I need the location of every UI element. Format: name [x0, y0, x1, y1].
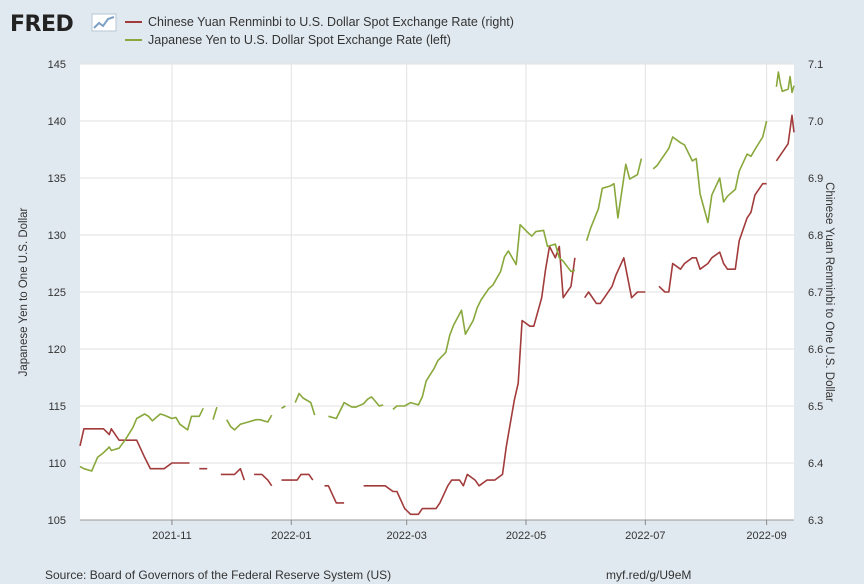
right-tick-label: 6.5: [808, 401, 823, 413]
left-tick-label: 105: [48, 515, 66, 527]
legend-item-cny[interactable]: Chinese Yuan Renminbi to U.S. Dollar Spo…: [125, 15, 514, 29]
legend: Chinese Yuan Renminbi to U.S. Dollar Spo…: [125, 15, 514, 47]
right-tick-label: 6.4: [808, 458, 823, 470]
right-axis-ticks: 6.3 6.4 6.5 6.6 6.7 6.8 6.9 7.0 7.1: [808, 59, 823, 527]
left-tick-label: 110: [48, 458, 66, 470]
legend-item-jpy[interactable]: Japanese Yen to U.S. Dollar Spot Exchang…: [125, 33, 451, 47]
left-tick-label: 115: [48, 401, 66, 413]
left-tick-label: 125: [48, 287, 66, 299]
right-axis-title: Chinese Yuan Renminbi to One U.S. Dollar: [823, 182, 835, 402]
right-tick-label: 6.6: [808, 344, 823, 356]
legend-label-jpy: Japanese Yen to U.S. Dollar Spot Exchang…: [148, 33, 451, 47]
left-tick-label: 145: [48, 59, 66, 71]
x-axis-ticks: 2021-11 2022-01 2022-03 2022-05 2022-07 2022-…: [152, 520, 787, 542]
left-axis-ticks: 105 110 115 120 125 130 135 140 145: [48, 59, 66, 527]
left-tick-label: 135: [48, 173, 66, 185]
fred-logo-text: FRED: [10, 12, 73, 37]
x-tick-label: 2022-07: [625, 530, 665, 542]
source-note: Source: Board of Governors of the Federa…: [45, 568, 391, 582]
x-tick-label: 2022-09: [746, 530, 786, 542]
series-cny[interactable]: [79, 114, 795, 516]
right-tick-label: 6.8: [808, 230, 823, 242]
x-tick-label: 2022-01: [271, 530, 311, 542]
x-tick-label: 2022-05: [506, 530, 546, 542]
series-jpy[interactable]: [79, 71, 795, 472]
fred-logo[interactable]: FRED: [10, 12, 117, 37]
left-tick-label: 140: [48, 116, 66, 128]
x-tick-label: 2022-03: [386, 530, 426, 542]
shortlink[interactable]: myf.red/g/U9eM: [606, 568, 691, 582]
series-line[interactable]: [79, 114, 795, 516]
legend-label-cny: Chinese Yuan Renminbi to U.S. Dollar Spo…: [148, 15, 514, 29]
right-tick-label: 7.0: [808, 116, 823, 128]
left-tick-label: 120: [48, 344, 66, 356]
x-tick-label: 2021-11: [152, 530, 192, 542]
series-line[interactable]: [79, 71, 795, 472]
right-tick-label: 6.9: [808, 173, 823, 185]
right-tick-label: 6.7: [808, 287, 823, 299]
series-layer: [79, 71, 795, 516]
right-tick-label: 7.1: [808, 59, 823, 71]
grid-lines: [80, 63, 794, 521]
left-tick-label: 130: [48, 230, 66, 242]
fred-chart-icon: [91, 13, 117, 32]
right-tick-label: 6.3: [808, 515, 823, 527]
left-axis-title: Japanese Yen to One U.S. Dollar: [18, 207, 30, 376]
